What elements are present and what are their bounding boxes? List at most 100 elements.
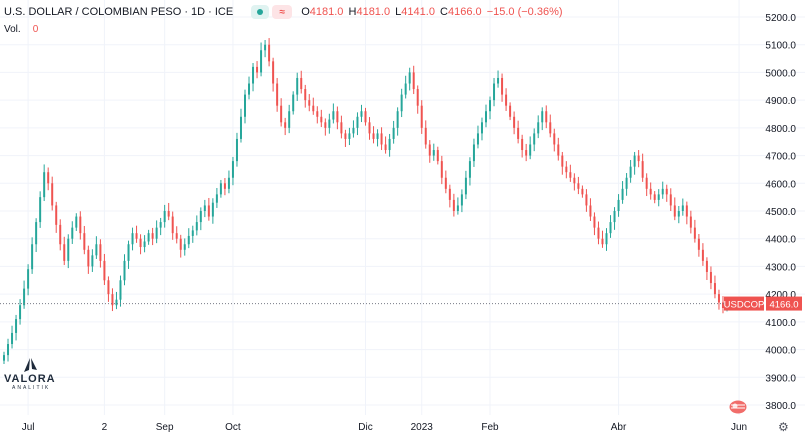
candle-body [613, 211, 616, 223]
candle [553, 128, 556, 152]
price-axis[interactable]: 3800.0 3900.0 4000.0 4100.0 4200.0 4300.0 4400… [765, 13, 796, 412]
candle [332, 103, 335, 124]
candle-body [131, 233, 134, 245]
candle [617, 194, 620, 217]
settings-gear-icon[interactable]: ⚙ [778, 420, 789, 434]
candle-body [416, 89, 419, 106]
candle-body [400, 94, 403, 112]
x-tick-label: Dic [358, 422, 372, 433]
candle-body [609, 222, 612, 234]
candle-body [637, 155, 640, 162]
candle [151, 227, 154, 246]
candle [713, 275, 716, 299]
y-tick-label: 4100.0 [765, 318, 796, 329]
candle [71, 221, 74, 244]
us-flag-icon[interactable] [729, 400, 747, 414]
candle [665, 184, 668, 202]
candle [432, 143, 435, 161]
candle-body [697, 238, 700, 250]
ohlc-open-value: 4181.0 [309, 6, 344, 18]
candle-body [460, 194, 463, 206]
candle [541, 107, 544, 131]
x-tick-label: Oct [225, 422, 241, 433]
candle [99, 239, 102, 268]
candle-body [332, 111, 335, 120]
candle [87, 245, 90, 274]
candle-body [665, 188, 668, 195]
candle-body [440, 161, 443, 178]
candle [597, 221, 600, 245]
candle-body [380, 133, 383, 145]
candle [256, 61, 259, 79]
candle [183, 238, 186, 256]
candle [27, 264, 30, 296]
candle [248, 76, 251, 100]
volume-label: Vol. [4, 24, 21, 35]
candle [436, 146, 439, 165]
candle [685, 201, 688, 225]
candle [489, 96, 492, 120]
candle [561, 151, 564, 175]
x-tick-label: Sep [156, 422, 174, 433]
candle-body [111, 294, 114, 306]
candle-body [489, 100, 492, 112]
candle-body [669, 194, 672, 206]
candle [693, 219, 696, 243]
x-tick-label: Jul [22, 422, 35, 433]
wave-icon[interactable]: ≈ [272, 5, 293, 19]
candle-body [15, 319, 18, 333]
candle-body [545, 111, 548, 123]
candle-body [27, 269, 30, 289]
candle [629, 160, 632, 183]
candle-body [721, 302, 724, 308]
candle-body [553, 133, 556, 145]
candle-body [7, 344, 10, 356]
candle-body [163, 211, 166, 223]
candle-body [681, 205, 684, 211]
candle [308, 94, 311, 112]
candle [340, 115, 343, 139]
candle-body [408, 72, 411, 84]
candle [252, 63, 255, 92]
candle-body [424, 127, 427, 145]
candle [372, 126, 375, 144]
candle-body [468, 161, 471, 178]
candle [191, 225, 194, 243]
candle [408, 67, 411, 91]
candle [396, 107, 399, 136]
x-tick-label: Abr [611, 422, 627, 433]
candle [123, 254, 126, 286]
candle-body [316, 111, 319, 117]
candle [593, 212, 596, 236]
candle [203, 199, 206, 218]
candle-body [509, 105, 512, 117]
candle-body [493, 83, 496, 101]
candle [585, 189, 588, 212]
candle [533, 128, 536, 152]
candle-body [344, 133, 347, 139]
candle [51, 176, 54, 211]
status-icon[interactable] [251, 5, 270, 19]
candle [127, 240, 130, 269]
candle [244, 89, 246, 124]
candle [464, 170, 467, 200]
candle [456, 197, 459, 215]
candle-body [364, 111, 367, 123]
candle-body [199, 211, 202, 223]
candle [292, 91, 295, 115]
candle-body [368, 122, 371, 134]
candle-body [541, 111, 544, 123]
candle [147, 229, 150, 245]
candle [111, 288, 114, 312]
symbol-title[interactable]: U.S. DOLLAR / COLOMBIAN PESO · 1D · ICE [4, 6, 234, 18]
candle-body [63, 244, 66, 261]
y-tick-label: 4600.0 [765, 179, 796, 190]
symbol-header: U.S. DOLLAR / COLOMBIAN PESO · 1D · ICE … [4, 4, 563, 20]
candle [288, 104, 291, 134]
candle [23, 280, 26, 309]
candle-body [55, 205, 58, 225]
candle-body [577, 183, 580, 189]
time-axis[interactable]: Jul 2 Sep Oct Dic 2023 Feb Abr Jun [22, 422, 747, 433]
candle-body [581, 188, 584, 195]
